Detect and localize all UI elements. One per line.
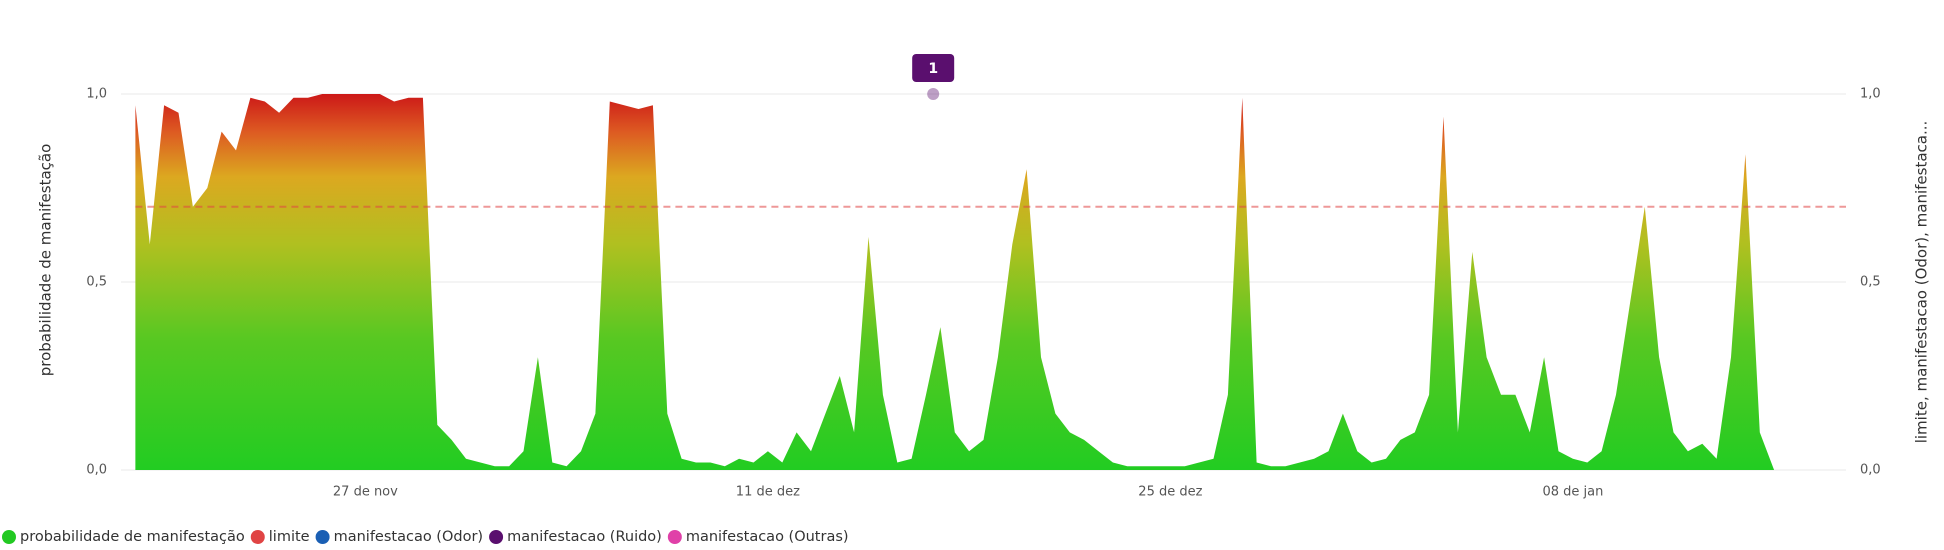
legend-text: manifestacao (Odor)	[334, 529, 483, 545]
event-marker	[927, 88, 940, 100]
y2-tick-label: 1,0	[1860, 87, 1881, 102]
legend-marker	[2, 530, 16, 544]
legend-marker	[250, 530, 265, 544]
legend-text: manifestacao (Outras)	[686, 529, 849, 545]
y2-axis-title: limite, manifestacao (Odor), manifestaca…	[1913, 121, 1931, 444]
event-label: 1	[928, 61, 938, 77]
y-axis-title: probabilidade de manifestação	[37, 144, 55, 377]
legend-marker	[315, 530, 330, 544]
legend-text: limite	[269, 529, 310, 545]
x-tick-label: 27 de nov	[333, 485, 398, 500]
y2-tick-label: 0,0	[1860, 463, 1881, 478]
x-tick-label: 25 de dez	[1138, 485, 1202, 500]
legend-text: manifestacao (Ruido)	[507, 529, 662, 545]
y-tick-label: 0,0	[86, 463, 107, 478]
probability-area	[135, 94, 1775, 470]
legend-marker	[489, 530, 504, 544]
y-tick-label: 0,5	[86, 275, 107, 290]
y2-tick-label: 0,5	[1860, 275, 1881, 290]
legend-marker	[667, 530, 682, 544]
x-tick-label: 11 de dez	[736, 485, 800, 500]
x-tick-label: 08 de jan	[1542, 485, 1603, 500]
y-tick-label: 1,0	[86, 87, 107, 102]
legend-text: probabilidade de manifestação	[20, 529, 245, 545]
event-badge	[912, 54, 955, 82]
